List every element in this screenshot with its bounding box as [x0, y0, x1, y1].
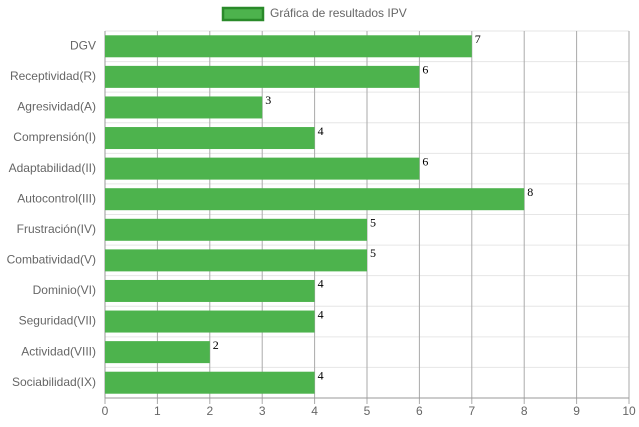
y-tick-label: Autocontrol(III) [17, 191, 96, 205]
bar [105, 157, 420, 180]
x-tick-label: 9 [573, 404, 580, 418]
value-label: 6 [422, 63, 428, 77]
bar [105, 188, 525, 211]
bar [105, 341, 210, 364]
bar [105, 127, 315, 150]
value-label: 4 [318, 277, 324, 291]
x-tick-label: 0 [102, 404, 109, 418]
y-tick-label: Agresividad(A) [17, 100, 96, 114]
y-tick-label: Dominio(VI) [33, 283, 96, 297]
x-tick-label: 6 [416, 404, 423, 418]
bar [105, 65, 420, 88]
bar [105, 249, 367, 272]
value-label: 4 [318, 124, 324, 138]
x-tick-label: 2 [206, 404, 213, 418]
bar [105, 371, 315, 394]
legend-label: Gráfica de resultados IPV [270, 6, 407, 20]
value-label: 3 [265, 93, 271, 107]
y-tick-label: Comprensión(I) [13, 130, 96, 144]
value-label: 7 [475, 32, 481, 46]
value-label: 2 [213, 338, 219, 352]
value-label: 4 [318, 368, 324, 382]
value-label: 4 [318, 307, 324, 321]
value-label: 5 [370, 246, 376, 260]
value-label: 6 [422, 154, 428, 168]
y-tick-label: Combatividad(V) [7, 253, 96, 267]
bar [105, 279, 315, 302]
bar [105, 96, 263, 119]
bar [105, 218, 367, 241]
x-tick-label: 7 [468, 404, 475, 418]
bar [105, 310, 315, 333]
y-tick-label: Receptividad(R) [10, 69, 96, 83]
legend-swatch [221, 6, 265, 22]
x-tick-label: 10 [622, 404, 636, 418]
y-tick-label: Sociabilidad(IX) [12, 375, 96, 389]
x-tick-label: 5 [364, 404, 371, 418]
x-tick-label: 3 [259, 404, 266, 418]
value-label: 5 [370, 216, 376, 230]
y-tick-label: Seguridad(VII) [19, 314, 96, 328]
x-tick-label: 4 [311, 404, 318, 418]
y-tick-label: Actividad(VIII) [21, 344, 96, 358]
value-label: 8 [527, 185, 533, 199]
x-tick-label: 8 [521, 404, 528, 418]
y-tick-label: Adaptabilidad(II) [9, 161, 96, 175]
x-tick-label: 1 [154, 404, 161, 418]
y-tick-label: Frustración(IV) [17, 222, 96, 236]
y-tick-label: DGV [70, 38, 96, 52]
bar [105, 35, 472, 58]
